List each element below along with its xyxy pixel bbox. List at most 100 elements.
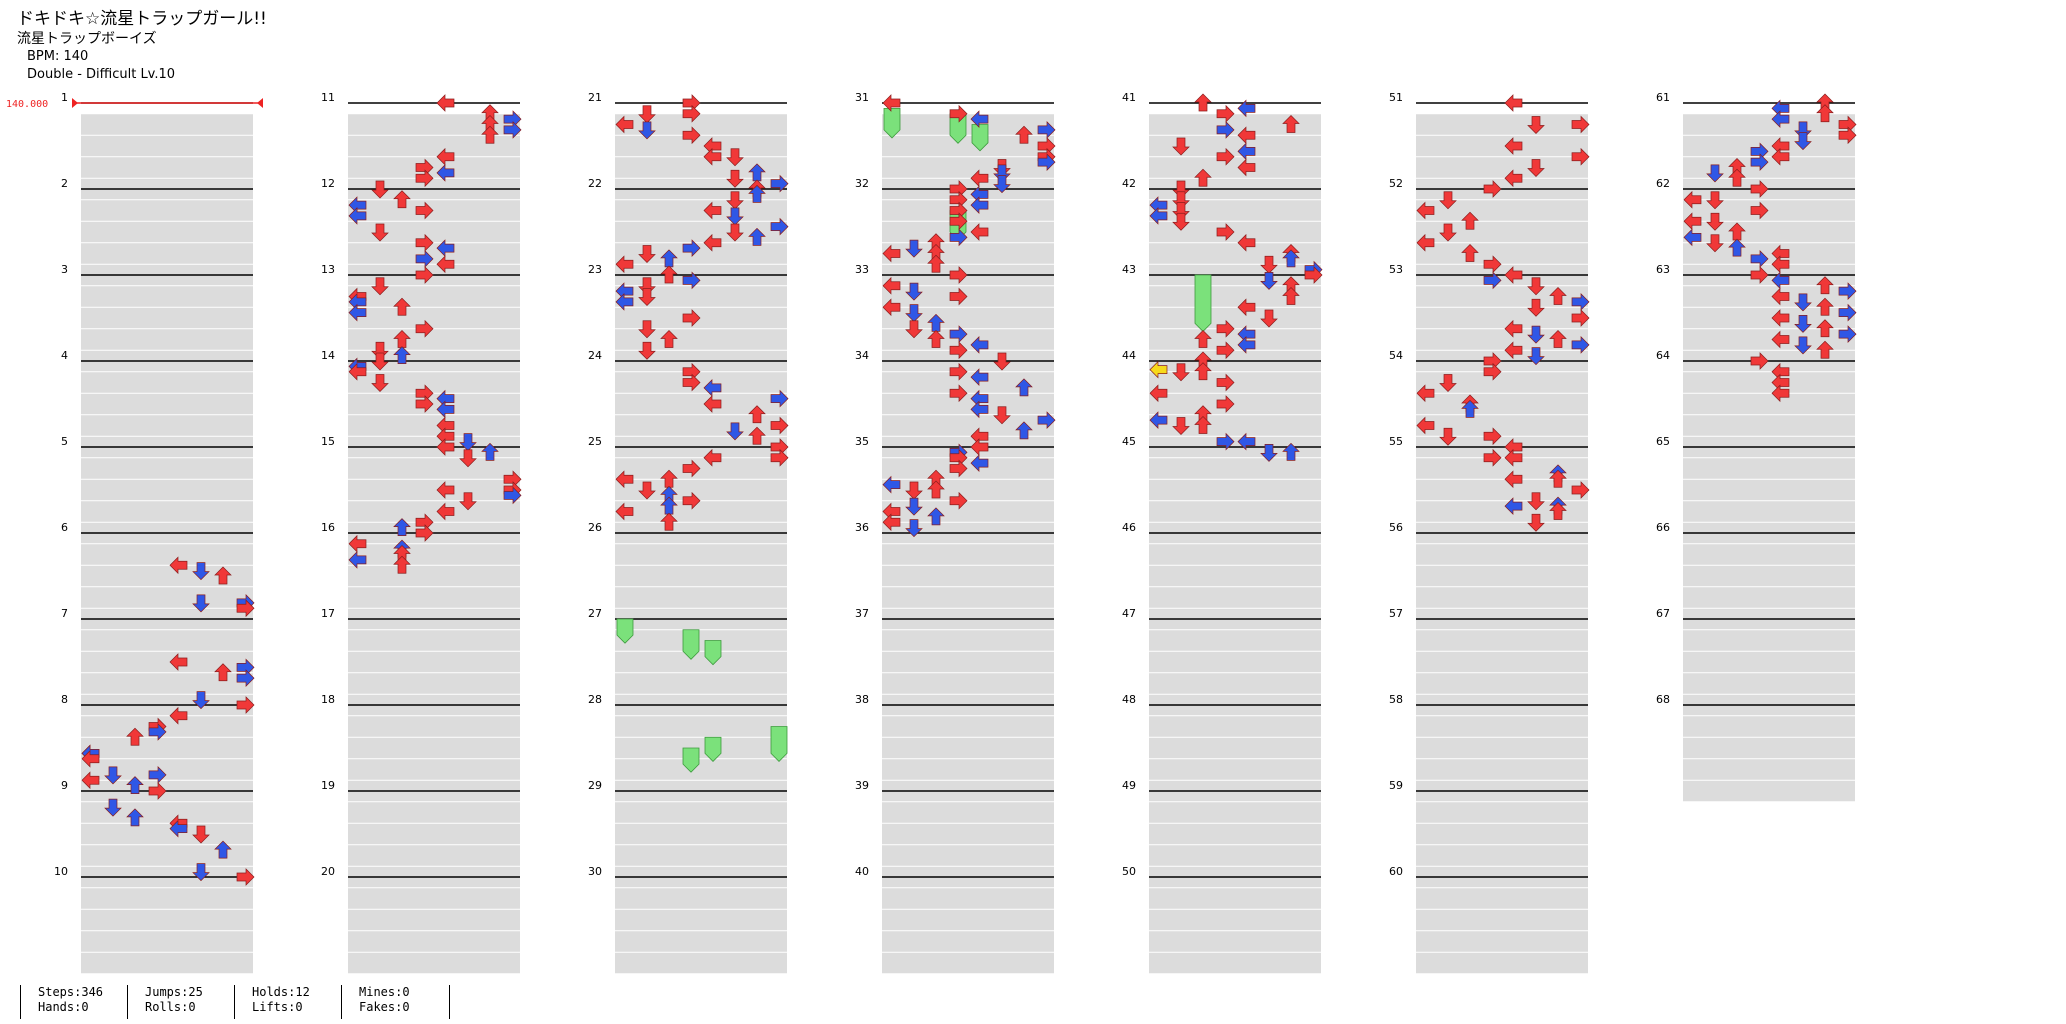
step-arrow — [1216, 223, 1235, 241]
measure-number: 5 — [61, 435, 68, 448]
step-arrow — [503, 486, 522, 505]
step-arrow — [949, 491, 968, 510]
step-arrow — [882, 276, 901, 295]
measure-57 — [1416, 618, 1588, 716]
step-arrow — [1015, 421, 1033, 440]
step-arrow — [81, 771, 100, 790]
step-arrow — [682, 373, 701, 392]
hold-note — [883, 107, 901, 139]
step-arrow — [192, 825, 210, 844]
bpm-label: BPM: 140 — [27, 49, 89, 64]
step-arrow — [1527, 513, 1545, 532]
measure-4 — [81, 360, 253, 458]
step-arrow — [393, 297, 411, 316]
step-arrow — [682, 271, 701, 290]
measure-38 — [882, 704, 1054, 802]
measure-number: 13 — [321, 263, 335, 276]
step-arrow — [949, 287, 968, 306]
step-arrow — [1571, 336, 1590, 354]
step-arrow — [1527, 298, 1545, 317]
measure-number: 43 — [1122, 263, 1136, 276]
step-arrow — [1683, 212, 1702, 231]
step-arrow — [726, 169, 744, 188]
measure-67 — [1683, 618, 1855, 716]
step-arrow — [1483, 255, 1502, 274]
step-arrow — [348, 534, 367, 553]
measure-number: 56 — [1389, 521, 1403, 534]
measure-number: 7 — [61, 607, 68, 620]
measure-49 — [1149, 790, 1321, 888]
measure-number: 54 — [1389, 349, 1403, 362]
step-arrow — [1816, 319, 1834, 338]
step-arrow — [1237, 126, 1256, 145]
step-arrow — [148, 782, 167, 800]
step-arrow — [882, 475, 901, 494]
step-arrow — [104, 766, 122, 785]
step-arrow — [726, 148, 744, 167]
step-arrow — [169, 819, 188, 838]
step-arrow — [1750, 153, 1769, 171]
step-arrow — [148, 723, 167, 741]
step-arrow — [993, 352, 1011, 371]
step-arrow — [348, 362, 367, 381]
measure-number: 40 — [855, 865, 869, 878]
step-arrow — [770, 174, 789, 193]
step-arrow — [1771, 384, 1790, 403]
step-arrow — [1794, 132, 1812, 151]
measure-27 — [615, 618, 787, 716]
step-arrow — [726, 223, 744, 242]
measure-68 — [1683, 704, 1855, 802]
bpm-start-marker — [72, 98, 78, 108]
measure-64 — [1683, 360, 1855, 458]
measure-3 — [81, 274, 253, 372]
step-arrow — [169, 556, 188, 575]
step-arrow — [236, 669, 255, 687]
step-arrow — [882, 513, 901, 532]
step-arrow — [1794, 315, 1812, 333]
step-arrow — [770, 416, 789, 435]
measure-number: 10 — [54, 865, 68, 878]
measure-53 — [1416, 274, 1588, 372]
step-arrow — [1237, 142, 1256, 161]
measure-41 — [1149, 102, 1321, 200]
step-arrow — [1149, 207, 1168, 225]
step-arrow — [436, 481, 455, 499]
step-arrow — [615, 470, 634, 489]
step-arrow — [748, 227, 766, 246]
step-arrow — [1260, 309, 1278, 328]
step-arrow — [949, 325, 968, 343]
step-arrow — [1683, 228, 1702, 247]
measure-number: 55 — [1389, 435, 1403, 448]
measure-number: 17 — [321, 607, 335, 620]
step-arrow — [970, 368, 989, 386]
step-arrow — [1216, 319, 1235, 338]
measure-number: 41 — [1122, 91, 1136, 104]
stats-group-jumps: Jumps:25 Rolls:0 — [127, 985, 234, 1019]
stats-group-mines: Mines:0 Fakes:0 — [341, 985, 448, 1019]
step-arrow — [682, 491, 701, 510]
step-arrow — [660, 330, 678, 348]
measure-16 — [348, 532, 520, 630]
measure-62 — [1683, 188, 1855, 286]
song-artist: 流星トラップボーイズ — [17, 31, 157, 47]
measure-number: 51 — [1389, 91, 1403, 104]
step-arrow — [682, 309, 701, 327]
step-arrow — [660, 512, 678, 531]
hold-note — [971, 124, 989, 152]
measure-17 — [348, 618, 520, 716]
step-arrow — [1416, 384, 1435, 403]
step-arrow — [703, 379, 722, 397]
measure-30 — [615, 876, 787, 974]
step-arrow — [1504, 266, 1523, 284]
stat-mines: Mines:0 — [359, 985, 410, 999]
measure-47 — [1149, 618, 1321, 716]
step-arrow — [615, 502, 634, 521]
step-arrow — [192, 691, 210, 710]
step-arrow — [1706, 234, 1724, 253]
measure-number: 1 — [61, 91, 68, 104]
measure-number: 39 — [855, 779, 869, 792]
step-arrow — [1237, 432, 1256, 451]
step-arrow — [371, 352, 389, 371]
step-arrow — [927, 254, 945, 273]
measure-number: 62 — [1656, 177, 1670, 190]
